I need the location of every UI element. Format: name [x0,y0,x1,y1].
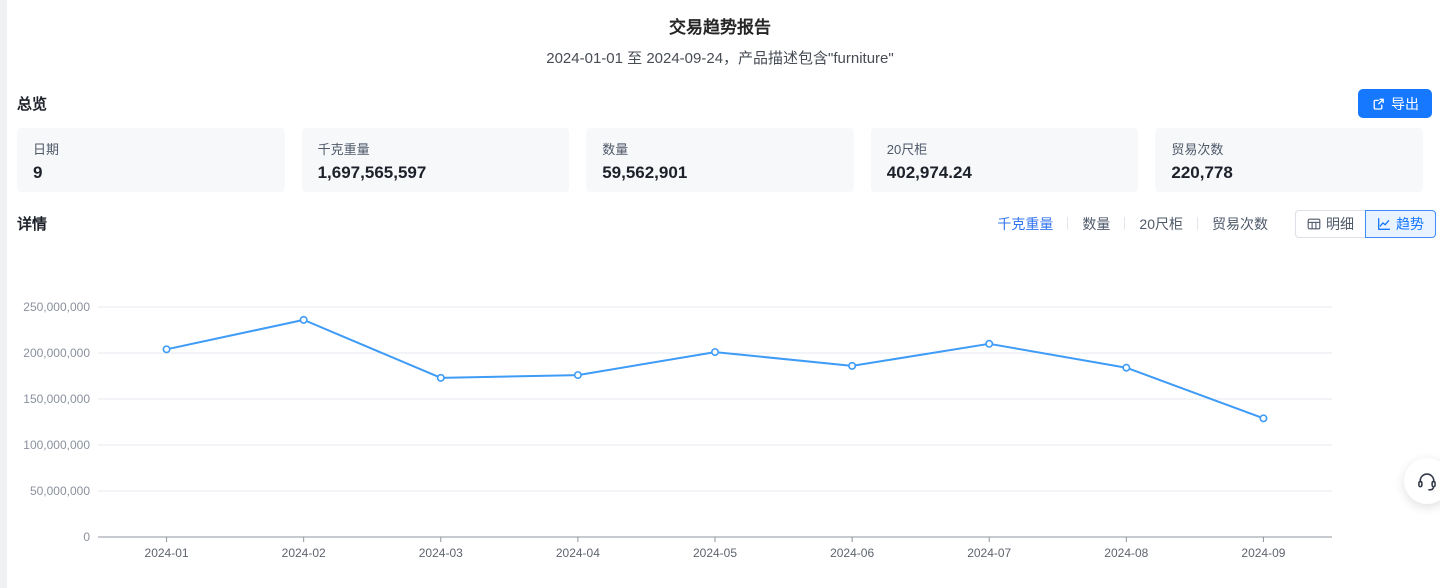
overview-heading: 总览 [17,96,48,113]
tab-separator [1197,217,1198,230]
detail-view-label: 明细 [1326,215,1354,232]
left-edge-strip [0,0,7,588]
trend-line-chart[interactable]: 0 50,000,000 100,000,000 150,000,000 200,000… [0,248,1440,583]
detail-view-button[interactable]: 明细 [1295,209,1365,238]
tab-separator [1124,217,1126,230]
svg-text:2024-09: 2024-09 [1241,546,1285,560]
metric-tab-trade-count[interactable]: 贸易次数 [1212,215,1268,232]
stat-card-label: 贸易次数 [1171,142,1224,157]
details-header-row: 详情 千克重量 数量 20尺柜 贸易次数 明细 [17,209,1436,238]
stat-card-value: 402,974.24 [886,163,972,182]
svg-text:150,000,000: 150,000,000 [23,392,90,406]
stat-card-label: 日期 [33,142,60,157]
stat-card-weight-kg: 千克重量 1,697,565,597 [301,128,570,192]
stat-card-quantity: 数量 59,562,901 [586,128,854,192]
svg-text:2024-02: 2024-02 [282,546,326,560]
details-controls: 千克重量 数量 20尺柜 贸易次数 明细 [997,209,1436,238]
stat-card-label: 千克重量 [317,142,370,157]
metric-tabs: 千克重量 数量 20尺柜 贸易次数 [997,214,1268,234]
svg-text:2024-08: 2024-08 [1104,546,1148,560]
tab-separator [1067,217,1069,230]
stat-card-trade-count: 贸易次数 220,778 [1155,128,1423,192]
svg-text:250,000,000: 250,000,000 [23,300,90,314]
headset-icon [1416,470,1438,492]
details-heading: 详情 [17,216,48,233]
svg-text:50,000,000: 50,000,000 [30,484,90,498]
metric-tab-20ft-container[interactable]: 20尺柜 [1139,215,1183,232]
overview-stat-cards: 日期 9 千克重量 1,697,565,597 数量 59,562,901 20… [17,128,1423,192]
stat-card-value: 1,697,565,597 [317,163,427,182]
stat-card-label: 数量 [602,142,629,157]
overview-header-row: 总览 导出 [17,89,1432,118]
stat-card-label: 20尺柜 [886,142,928,157]
page-title: 交易趋势报告 [669,18,771,37]
svg-text:100,000,000: 100,000,000 [23,438,90,452]
svg-text:0: 0 [83,530,90,544]
svg-text:2024-06: 2024-06 [830,546,874,560]
support-button[interactable] [1404,458,1440,504]
svg-text:200,000,000: 200,000,000 [23,346,90,360]
metric-tab-quantity[interactable]: 数量 [1082,215,1111,232]
svg-text:2024-07: 2024-07 [967,546,1011,560]
view-toggle: 明细 趋势 [1295,209,1436,238]
svg-text:2024-04: 2024-04 [556,546,600,560]
svg-text:2024-03: 2024-03 [419,546,463,560]
line-chart-icon [1377,217,1391,231]
stat-card-value: 9 [33,163,43,182]
export-button[interactable]: 导出 [1358,89,1432,118]
stat-card-value: 220,778 [1171,163,1233,182]
export-icon [1371,97,1385,111]
stat-card-value: 59,562,901 [602,163,688,182]
svg-text:2024-05: 2024-05 [693,546,737,560]
trend-view-button[interactable]: 趋势 [1365,209,1436,238]
table-icon [1307,217,1321,231]
svg-text:2024-01: 2024-01 [145,546,189,560]
page-subtitle: 2024-01-01 至 2024-09-24，产品描述包含"furniture… [546,50,894,67]
metric-tab-weight-kg[interactable]: 千克重量 [997,215,1054,232]
report-header: 交易趋势报告 2024-01-01 至 2024-09-24，产品描述包含"fu… [0,0,1440,68]
trend-view-label: 趋势 [1396,215,1424,232]
export-button-label: 导出 [1391,95,1419,112]
stat-card-date: 日期 9 [17,128,285,192]
stat-card-20ft-container: 20尺柜 402,974.24 [870,128,1139,192]
